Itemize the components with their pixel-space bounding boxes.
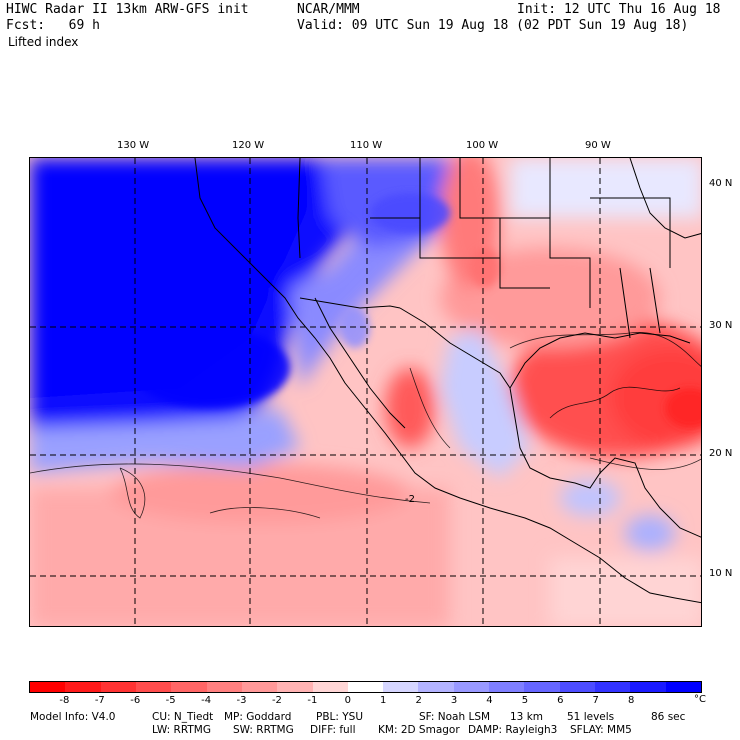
colorbar-tick-label: 4 — [486, 695, 493, 706]
colorbar-tick-label: 7 — [592, 695, 599, 706]
colorbar-tick-label: -6 — [130, 695, 141, 706]
colorbar-swatch — [206, 682, 242, 692]
lifted-index-map: -2 — [29, 157, 702, 627]
colorbar-tick-label: 3 — [450, 695, 458, 706]
model-info-km: KM: 2D Smagor — [378, 724, 460, 736]
colorbar-tick-label: 0 — [344, 695, 351, 706]
colorbar-tick-label: 1 — [380, 695, 387, 706]
model-info-sf: SF: Noah LSM — [419, 711, 491, 723]
model-info-diff: DIFF: full — [310, 724, 356, 736]
colorbar-swatch — [100, 682, 136, 692]
colorbar-tick-label: -2 — [271, 695, 282, 706]
model-info-resolution: 13 km — [510, 711, 544, 723]
colorbar-swatch — [347, 682, 384, 692]
colorbar-tick-label: 8 — [627, 695, 635, 706]
model-info-damp: DAMP: Rayleigh3 — [468, 724, 558, 736]
colorbar-swatch — [559, 682, 595, 692]
valid-time: Valid: 09 UTC Sun 19 Aug 18 (02 PDT Sun … — [297, 18, 689, 33]
lon-label-90w: 90 W — [585, 140, 611, 151]
map-canvas: -2 — [30, 158, 701, 626]
colorbar-swatch — [418, 682, 454, 692]
model-info-timestep: 86 sec — [651, 711, 686, 723]
model-info-levels: 51 levels — [567, 711, 615, 723]
lon-label-110w: 110 W — [350, 140, 383, 151]
model-info-pbl: PBL: YSU — [316, 711, 364, 723]
lon-label-130w: 130 W — [117, 140, 150, 151]
colorbar-swatch — [171, 682, 207, 692]
colorbar-swatch — [453, 682, 490, 692]
contour-label: -2 — [405, 494, 415, 505]
colorbar-swatch — [312, 682, 348, 692]
organization: NCAR/MMM — [297, 2, 360, 17]
colorbar-tick-label: -7 — [94, 695, 105, 706]
colorbar-swatch — [65, 682, 101, 692]
colorbar-swatch — [241, 682, 278, 692]
colorbar-tick-label: -4 — [201, 695, 212, 706]
colorbar-tick-label: -1 — [307, 695, 318, 706]
model-info-sflay: SFLAY: MM5 — [570, 724, 632, 736]
field-name: Lifted index — [8, 35, 79, 49]
colorbar-swatch — [30, 682, 66, 692]
colorbar-swatch — [595, 682, 631, 692]
model-info-lw: LW: RRTMG — [152, 724, 211, 736]
lon-label-120w: 120 W — [232, 140, 265, 151]
lat-label-30n: 30 N — [709, 320, 733, 331]
colorbar-swatch — [489, 682, 525, 692]
lat-label-10n: 10 N — [709, 568, 733, 579]
colorbar-swatch — [665, 682, 701, 692]
colorbar — [29, 681, 702, 693]
colorbar-tick-label: 6 — [557, 695, 564, 706]
colorbar-unit: °C — [694, 694, 706, 705]
colorbar-swatch — [630, 682, 666, 692]
forecast-hour: Fcst: 69 h — [6, 18, 100, 33]
colorbar-swatch — [135, 682, 172, 692]
model-info-cu: CU: N_Tiedt — [152, 711, 214, 723]
colorbar-tick-label: -8 — [59, 695, 70, 706]
colorbar-swatch — [277, 682, 313, 692]
colorbar-tick-label: 5 — [521, 695, 529, 706]
colorbar-tick-label: -3 — [236, 695, 247, 706]
colorbar-tick-label: 2 — [415, 695, 422, 706]
lat-label-40n: 40 N — [709, 178, 733, 189]
lat-label-20n: 20 N — [709, 448, 733, 459]
colorbar-swatch — [383, 682, 419, 692]
model-info-sw: SW: RRTMG — [233, 724, 294, 736]
colorbar-tick-label: -5 — [165, 695, 176, 706]
model-title: HIWC Radar II 13km ARW-GFS init — [6, 2, 249, 17]
model-info-version: Model Info: V4.0 — [30, 711, 116, 723]
init-time: Init: 12 UTC Thu 16 Aug 18 — [517, 2, 721, 17]
lon-label-100w: 100 W — [466, 140, 499, 151]
colorbar-swatch — [524, 682, 560, 692]
model-info-mp: MP: Goddard — [224, 711, 292, 723]
